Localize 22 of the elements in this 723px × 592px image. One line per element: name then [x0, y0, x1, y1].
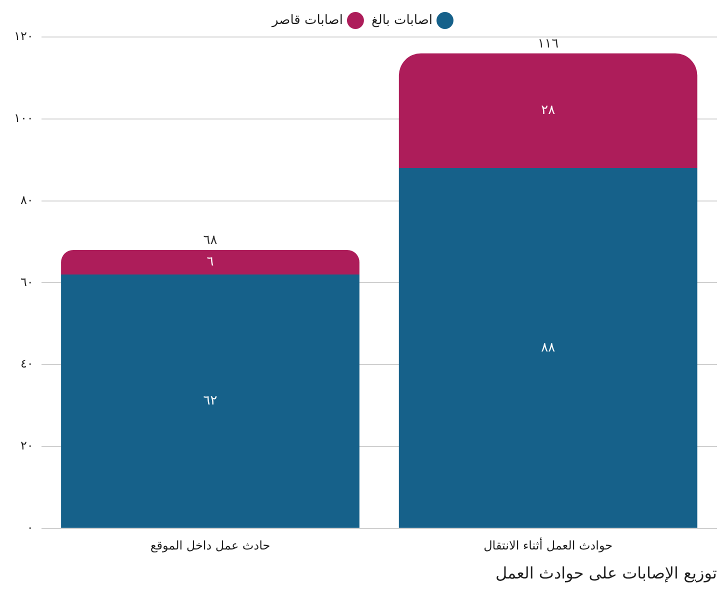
y-tick-label: ١٠٠: [14, 111, 34, 126]
bar: [398, 53, 698, 168]
legend-label: اصابات قاصر: [271, 12, 343, 28]
y-tick-label: ٨٠: [20, 192, 34, 207]
legend-label: اصابات بالغ: [371, 12, 432, 28]
x-tick-label: حوادث العمل أثناء الانتقال: [484, 538, 613, 553]
bar: [398, 168, 698, 528]
y-tick-label: ٢٠: [20, 438, 34, 453]
y-tick-label: ٠: [26, 520, 34, 535]
total-label: ٦٨: [203, 232, 218, 248]
text: توزيع الإصابات على حوادث العمل: [495, 564, 717, 583]
data-label: ٦٢: [203, 394, 218, 409]
y-tick-label: ٦٠: [20, 274, 34, 289]
y-tick-label: ٤٠: [20, 356, 34, 371]
bar: [61, 250, 360, 275]
y-tick-label: ١٢٠: [14, 29, 34, 44]
data-label: ٢٨: [541, 103, 556, 118]
data-label: ٦: [206, 254, 214, 270]
x-tick-label: حادث عمل داخل الموقع: [150, 538, 270, 553]
total-label: ١١٦: [538, 36, 559, 52]
data-label: ٨٨: [541, 340, 556, 356]
bar: [61, 274, 360, 528]
